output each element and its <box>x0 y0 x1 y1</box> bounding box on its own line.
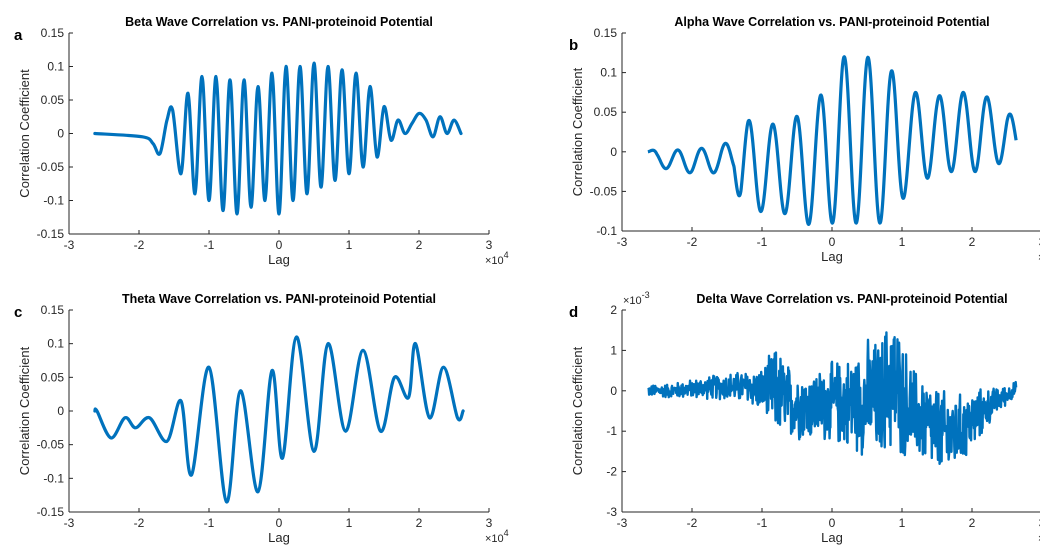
x-tick-label: 2 <box>969 516 976 530</box>
chart-title: Alpha Wave Correlation vs. PANI-proteino… <box>674 15 989 29</box>
x-tick-label: -1 <box>204 238 215 252</box>
x-tick-label: -2 <box>134 516 145 530</box>
x-tick-label: 3 <box>1039 516 1040 530</box>
x-tick-label: 0 <box>276 238 283 252</box>
x-tick-label: 3 <box>486 238 493 252</box>
y-tick-label: 0.15 <box>41 303 65 317</box>
x-tick-label: 1 <box>899 235 906 249</box>
y-tick-label: 0.15 <box>594 26 618 40</box>
y-tick-label: -0.05 <box>590 184 618 198</box>
x-tick-label: -1 <box>204 516 215 530</box>
chart-title: Beta Wave Correlation vs. PANI-proteinoi… <box>125 15 433 29</box>
x-tick-label: 0 <box>829 235 836 249</box>
panel-letter: c <box>14 304 22 321</box>
y-axis-label: Correlation Coefficient <box>570 67 585 196</box>
y-tick-label: 0.05 <box>41 93 65 107</box>
x-tick-label: 2 <box>969 235 976 249</box>
x-tick-label: 1 <box>346 238 353 252</box>
series-line <box>646 55 1018 226</box>
x-tick-label: -3 <box>64 238 75 252</box>
y-exponent-label: ×10-3 <box>623 290 650 307</box>
y-tick-label: 0.1 <box>47 337 64 351</box>
x-tick-label: 3 <box>1039 235 1040 249</box>
y-tick-label: -0.05 <box>37 160 65 174</box>
y-tick-label: -0.15 <box>37 505 65 519</box>
x-exponent-label: ×104 <box>1038 247 1040 264</box>
y-tick-label: 0.1 <box>600 66 617 80</box>
chart-title: Theta Wave Correlation vs. PANI-proteino… <box>122 292 436 306</box>
x-tick-label: 0 <box>276 516 283 530</box>
x-tick-label: 3 <box>486 516 493 530</box>
x-axis-label: Lag <box>821 530 843 545</box>
y-tick-label: -2 <box>606 465 617 479</box>
x-exponent-label: ×104 <box>485 528 509 545</box>
x-axis-label: Lag <box>268 530 290 545</box>
panel-letter: b <box>569 37 578 54</box>
x-exponent-label: ×104 <box>1038 528 1040 545</box>
x-tick-label: -3 <box>617 235 628 249</box>
y-tick-label: -0.1 <box>43 471 64 485</box>
panel-a: -3 -2 -1 0 1 2 3 -0.15 -0.1 -0.05 0 0.05 0.1 0.15 ×104… <box>14 15 509 267</box>
y-tick-label: 0 <box>57 127 64 141</box>
x-tick-label: 1 <box>346 516 353 530</box>
panel-c: -3 -2 -1 0 1 2 3 -0.15 -0.1 -0.05 0 0.05 0.1 0.15 ×104… <box>14 292 509 545</box>
y-tick-label: -0.05 <box>37 438 65 452</box>
y-tick-label: -0.15 <box>37 227 65 241</box>
x-axis-label: Lag <box>268 252 290 267</box>
panel-letter: a <box>14 27 23 44</box>
y-tick-label: -1 <box>606 424 617 438</box>
panel-b: -3 -2 -1 0 1 2 3 -0.1 -0.05 0 0.05 0.1 0.15 ×104 Lag Co… <box>569 15 1040 264</box>
x-tick-label: -2 <box>687 516 698 530</box>
y-tick-label: -0.1 <box>596 224 617 238</box>
y-tick-label: 0 <box>610 384 617 398</box>
y-tick-label: 1 <box>610 343 617 357</box>
series-line <box>93 335 465 504</box>
y-tick-label: 0 <box>57 404 64 418</box>
x-tick-label: -2 <box>134 238 145 252</box>
x-axis-label: Lag <box>821 249 843 264</box>
x-tick-label: -1 <box>757 516 768 530</box>
y-axis-label: Correlation Coefficient <box>570 346 585 475</box>
chart-title: Delta Wave Correlation vs. PANI-proteino… <box>696 292 1007 306</box>
y-tick-label: -0.1 <box>43 194 64 208</box>
y-tick-label: 0.05 <box>594 105 618 119</box>
y-axis-label: Correlation Coefficient <box>17 69 32 198</box>
x-tick-label: -2 <box>687 235 698 249</box>
x-tick-label: 0 <box>829 516 836 530</box>
y-tick-label: 0.1 <box>47 60 64 74</box>
y-axis-label: Correlation Coefficient <box>17 346 32 475</box>
x-tick-label: 2 <box>416 238 423 252</box>
y-tick-label: 2 <box>610 303 617 317</box>
panel-d: -3 -2 -1 0 1 2 3 -3 -2 -1 0 1 2 ×104 ×10-3 Lag Correlati… <box>569 290 1040 545</box>
y-tick-label: -3 <box>606 505 617 519</box>
x-tick-label: 1 <box>899 516 906 530</box>
y-tick-label: 0 <box>610 145 617 159</box>
x-tick-label: -3 <box>64 516 75 530</box>
series-line <box>647 331 1018 466</box>
panel-letter: d <box>569 304 578 321</box>
y-tick-label: 0.15 <box>41 26 65 40</box>
y-tick-label: 0.05 <box>41 370 65 384</box>
x-tick-label: -1 <box>757 235 768 249</box>
x-tick-label: 2 <box>416 516 423 530</box>
x-exponent-label: ×104 <box>485 250 509 267</box>
x-tick-label: -3 <box>617 516 628 530</box>
series-line <box>93 61 463 216</box>
